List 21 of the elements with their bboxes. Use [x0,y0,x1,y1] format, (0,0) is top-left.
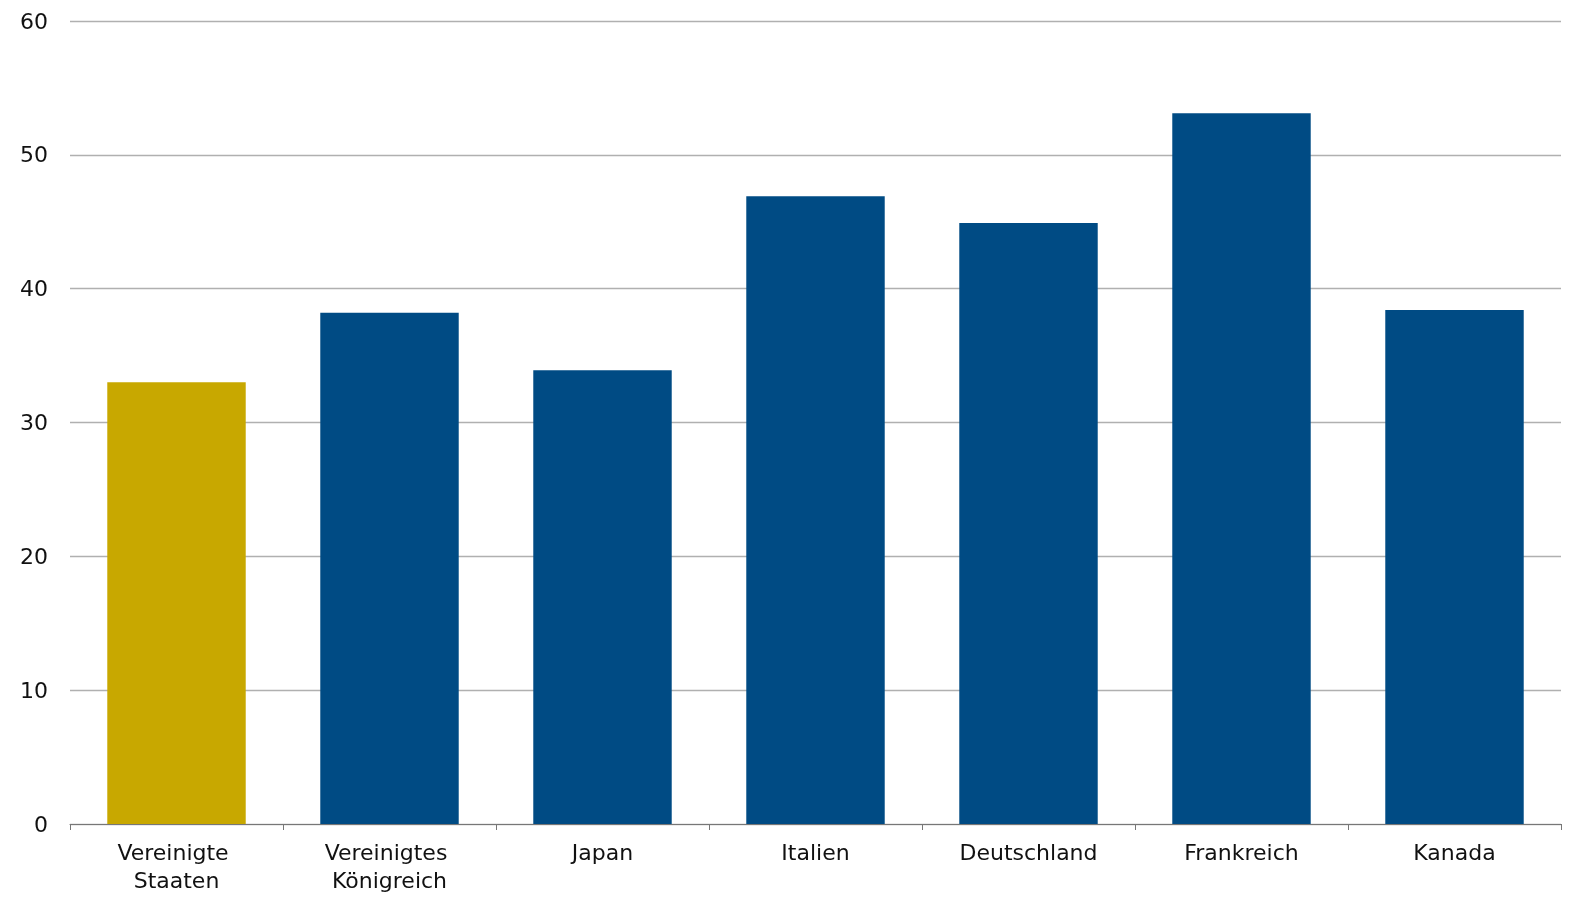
bar [320,312,459,824]
bar [959,223,1098,824]
x-tick-label: Deutschland [959,839,1098,865]
bar [107,382,246,824]
bar [533,370,672,824]
bar [1385,310,1524,824]
y-tick-label: 60 [20,8,48,34]
x-tick-label: Vereinigtes Königreich [324,839,455,893]
x-tick-label: Japan [569,839,634,865]
y-tick-label: 40 [20,276,48,302]
x-tick-label: Frankreich [1184,839,1299,865]
bar [1172,113,1311,824]
y-tick-label: 50 [20,142,48,168]
y-tick-label: 0 [34,811,48,837]
bar [746,196,885,824]
x-tick-label: Kanada [1413,839,1496,865]
y-tick-label: 30 [20,410,48,435]
x-tick-label: Italien [781,839,850,865]
x-tick-label: Vereinigte Staaten [117,839,236,893]
y-tick-label: 20 [20,543,48,569]
y-tick-label: 10 [20,677,48,703]
